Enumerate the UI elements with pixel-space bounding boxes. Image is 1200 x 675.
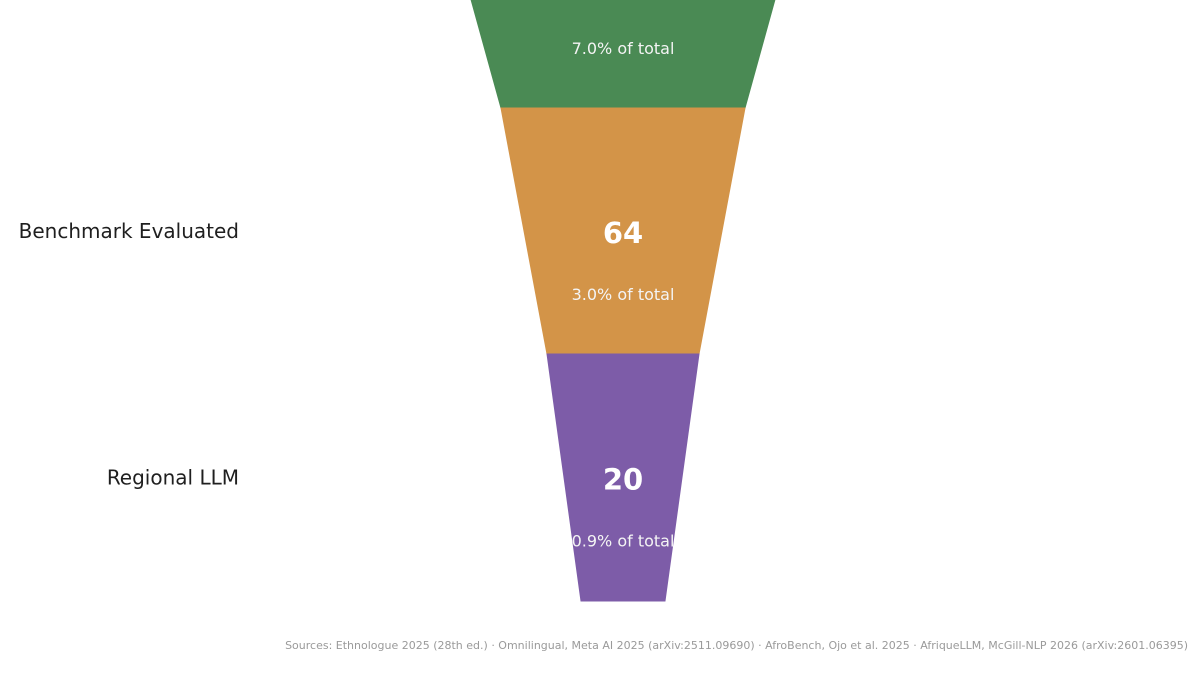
funnel-stage: 64 3.0% of total Benchmark Evaluated bbox=[19, 107, 746, 355]
funnel-stage: 7.0% of total bbox=[470, 0, 776, 109]
stage-share: 3.0% of total bbox=[572, 285, 675, 304]
sources-note: Sources: Ethnologue 2025 (28th ed.) · Om… bbox=[285, 639, 1188, 652]
funnel-stages: 7.0% of total 64 3.0% of total Benchmark Ev… bbox=[19, 0, 776, 602]
stage-label: Benchmark Evaluated bbox=[19, 219, 239, 243]
stage-share: 0.9% of total bbox=[572, 532, 675, 551]
stage-label: Regional LLM bbox=[107, 466, 239, 490]
stage-value: 20 bbox=[603, 463, 643, 497]
stage-value: 64 bbox=[603, 216, 643, 250]
funnel-stage: 20 0.9% of total Regional LLM bbox=[107, 353, 700, 602]
funnel-segment bbox=[546, 353, 700, 602]
stage-share: 7.0% of total bbox=[572, 39, 675, 58]
